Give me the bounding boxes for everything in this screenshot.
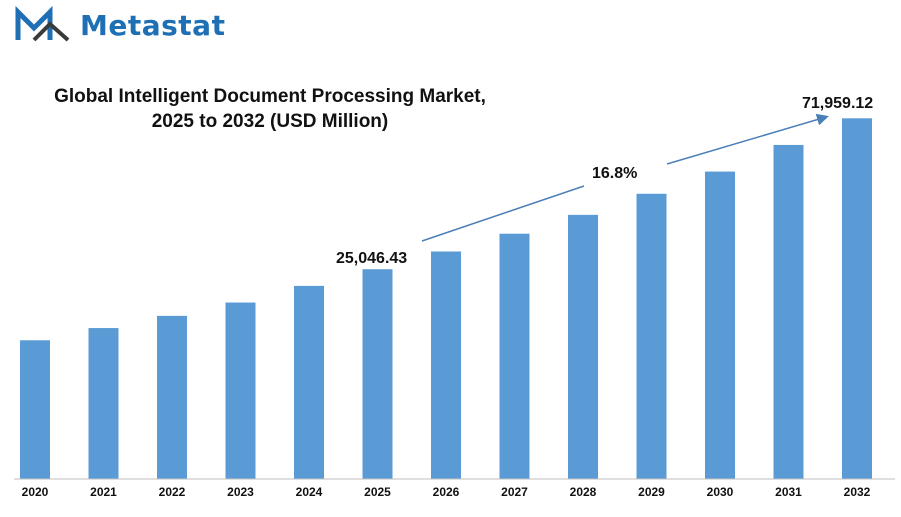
bar-2025	[362, 269, 393, 479]
x-tick-label-2020: 2020	[22, 485, 49, 499]
bar-2027	[499, 233, 530, 479]
bar-2023	[225, 302, 256, 479]
bar-2020	[20, 340, 50, 479]
bar-2029	[636, 193, 667, 480]
x-tick-label-2031: 2031	[775, 485, 802, 499]
chart-title: Global Intelligent Document Processing M…	[54, 86, 486, 107]
bar-2030	[705, 171, 735, 479]
bar-2026	[431, 251, 461, 479]
chart-subtitle: 2025 to 2032 (USD Million)	[151, 111, 389, 132]
bar-2031	[773, 144, 804, 480]
bar-2024	[294, 285, 324, 479]
bar-2032	[842, 118, 872, 479]
trend-arrow-2	[666, 113, 829, 165]
x-tick-label-2029: 2029	[638, 485, 665, 499]
x-tick-label-2032: 2032	[844, 485, 871, 499]
trend-arrow-1	[421, 185, 585, 242]
x-tick-label-2022: 2022	[159, 485, 186, 499]
x-tick-label-2028: 2028	[570, 485, 597, 499]
x-tick-label-2027: 2027	[501, 485, 528, 499]
x-tick-label-2026: 2026	[433, 485, 460, 499]
chart-title-block: Global Intelligent Document Processing M…	[20, 84, 520, 134]
x-tick-label-2021: 2021	[90, 485, 117, 499]
x-tick-label-2025: 2025	[364, 485, 391, 499]
brand-logo: Metastat	[14, 6, 225, 44]
end-value-label: 71,959.12	[802, 95, 873, 112]
cagr-label: 16.8%	[592, 165, 637, 182]
bar-2021	[88, 328, 119, 479]
metastat-m-logo-icon	[15, 6, 70, 42]
start-value-label: 25,046.43	[336, 250, 407, 267]
brand-name: Metastat	[80, 8, 226, 42]
x-tick-label-2024: 2024	[296, 485, 323, 499]
bar-2022	[157, 315, 187, 479]
x-tick-label-2023: 2023	[227, 485, 254, 499]
bar-2028	[568, 214, 598, 479]
x-tick-label-2030: 2030	[707, 485, 734, 499]
